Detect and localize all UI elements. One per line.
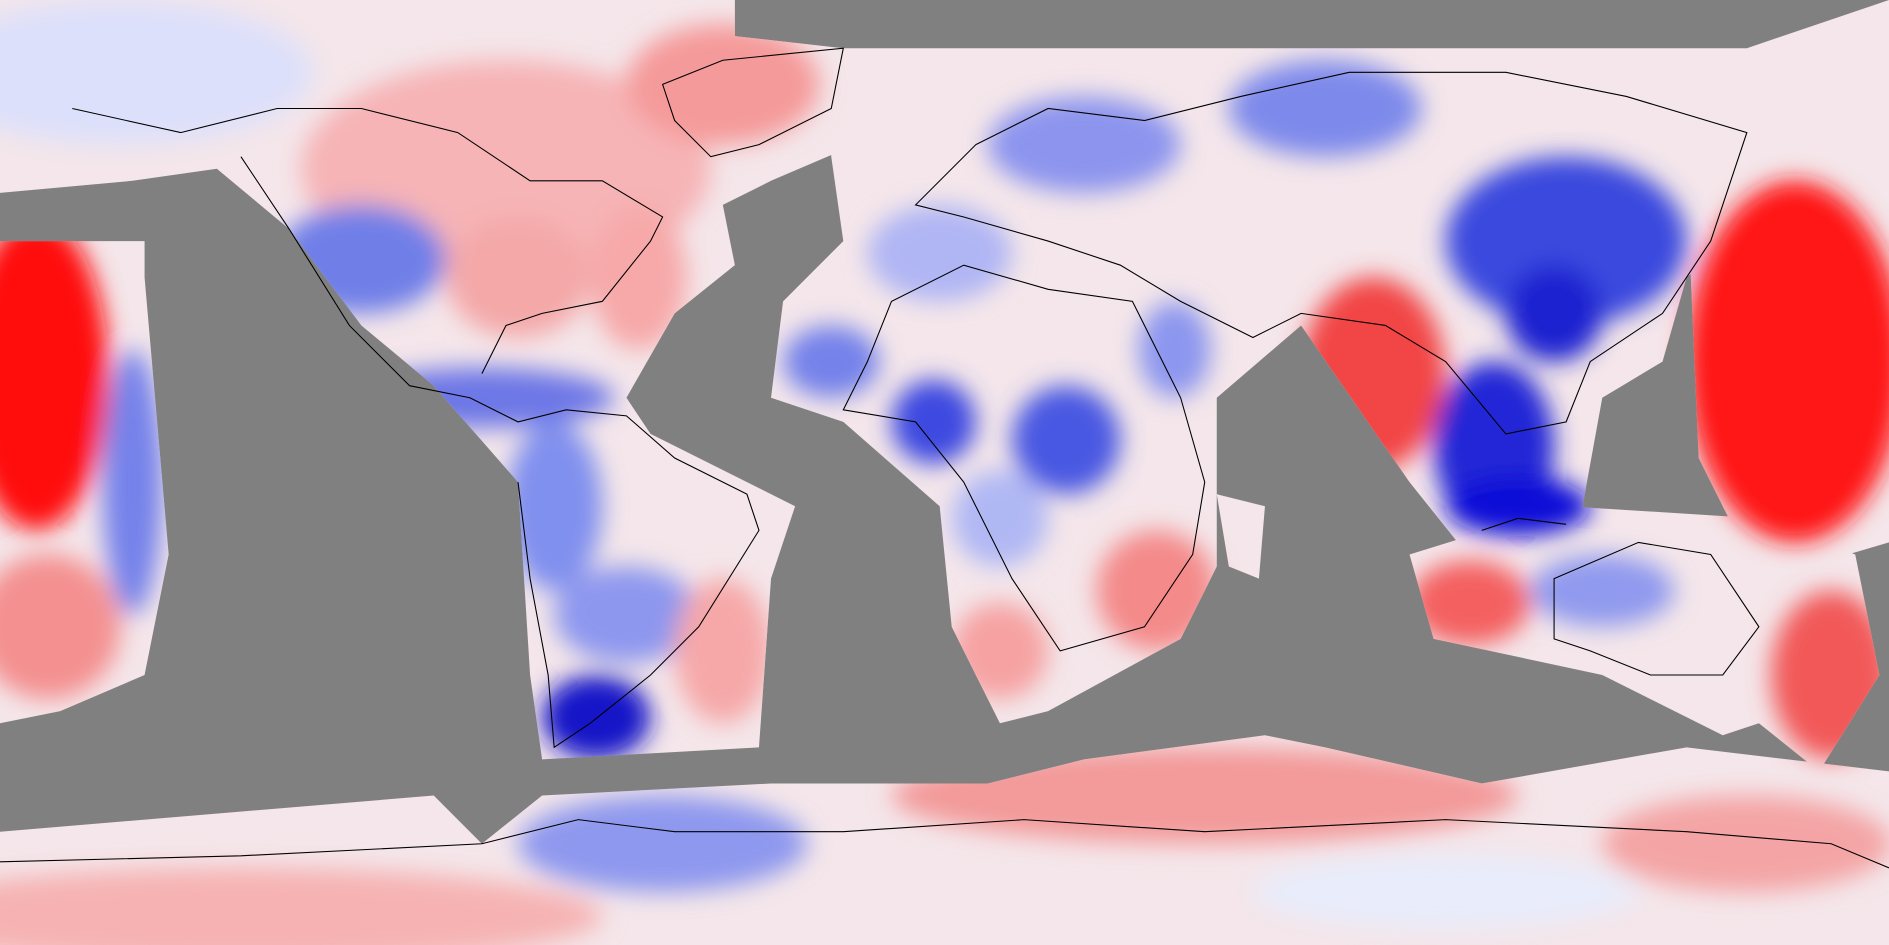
blob [891, 379, 976, 465]
blob [951, 470, 1049, 567]
blob [0, 0, 314, 145]
blob [1602, 795, 1889, 892]
blob [554, 566, 699, 663]
blob [1686, 180, 1889, 543]
coastline [0, 819, 1889, 869]
blob [626, 24, 820, 145]
blob [1011, 385, 1121, 495]
blob [1529, 554, 1675, 627]
blob [0, 867, 603, 945]
coastlines [0, 47, 1889, 869]
blob [674, 578, 772, 724]
coastline [72, 107, 664, 374]
blob [590, 204, 687, 350]
coastline [1553, 541, 1760, 676]
blob [505, 421, 603, 591]
blob [951, 602, 1049, 700]
coastline [842, 264, 1206, 652]
blob [1252, 855, 1639, 929]
blob [1138, 301, 1211, 398]
blob [1445, 156, 1687, 326]
blob [1228, 60, 1422, 157]
blob [1096, 530, 1217, 651]
blob [987, 96, 1181, 193]
blob [0, 216, 109, 531]
blob [0, 554, 121, 700]
blob [1409, 560, 1530, 645]
coastline [914, 71, 1748, 435]
coastline [661, 47, 844, 158]
blob [783, 325, 880, 398]
blob [445, 216, 591, 338]
blob [1445, 476, 1591, 537]
blob [867, 204, 1012, 302]
blob [1505, 265, 1603, 362]
blob [102, 349, 163, 615]
coastline [240, 156, 760, 749]
coastline [1481, 517, 1567, 531]
blob [891, 747, 1518, 844]
blob [518, 795, 808, 892]
